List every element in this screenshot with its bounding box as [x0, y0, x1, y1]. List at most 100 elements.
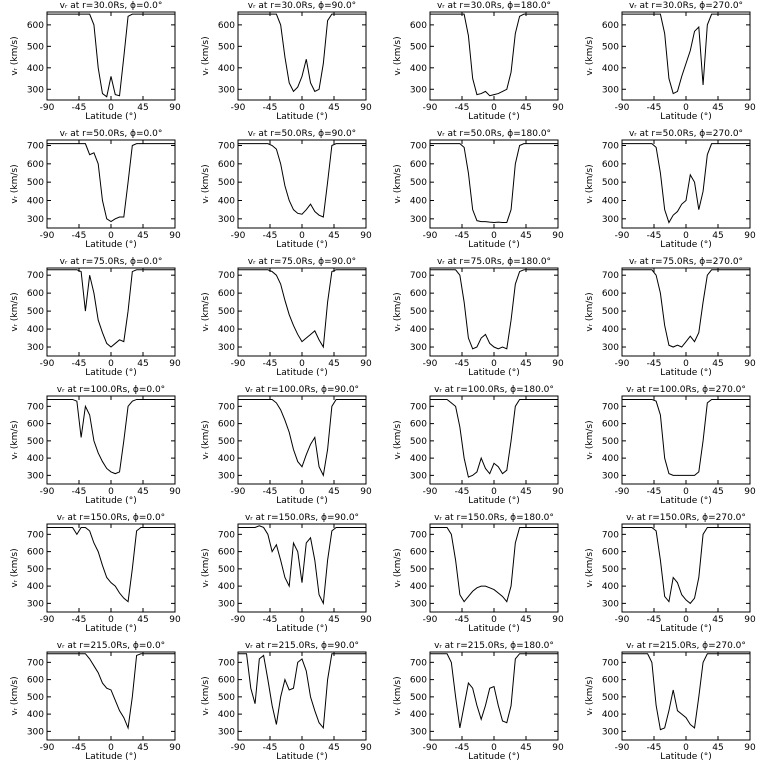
panel: vᵣ at r=100.0Rs, ϕ=180.0° -90 -45 0 45 90 300 4… [393, 385, 564, 506]
x-tick-label: 90 [744, 615, 756, 625]
x-tick-label: 45 [520, 359, 531, 369]
x-tick-label: 90 [552, 231, 564, 241]
x-tick-label: -90 [615, 231, 630, 241]
y-tick-label: 700 [410, 271, 427, 281]
panel: vᵣ at r=30.0Rs, ϕ=270.0° -90 -45 0 45 90 300 40… [585, 1, 756, 122]
x-tick-label: -90 [423, 231, 438, 241]
y-tick-label: 600 [218, 289, 235, 299]
y-axis-label: vᵣ (km/s) [10, 420, 20, 459]
x-tick-label: 45 [520, 743, 531, 753]
y-axis-label: vᵣ (km/s) [393, 36, 403, 75]
y-tick-label: 400 [602, 197, 619, 207]
y-axis-label: vᵣ (km/s) [393, 292, 403, 331]
y-tick-label: 600 [410, 21, 427, 31]
y-tick-label: 500 [218, 565, 235, 575]
chart-title: vᵣ at r=75.0Rs, ϕ=0.0° [60, 257, 163, 267]
x-tick-label: 45 [712, 359, 723, 369]
x-axis-label: Latitude (°) [85, 624, 136, 634]
x-tick-label: 0 [299, 743, 305, 753]
y-tick-label: 600 [27, 420, 44, 430]
chart-title: vᵣ at r=75.0Rs, ϕ=90.0° [248, 257, 356, 267]
line [47, 526, 175, 603]
x-axis-label: Latitude (°) [660, 112, 711, 122]
y-axis-label: vᵣ (km/s) [585, 420, 595, 459]
chart-title: vᵣ at r=150.0Rs, ϕ=270.0° [626, 513, 746, 523]
y-tick-label: 400 [27, 710, 44, 720]
x-tick-label: 45 [137, 743, 148, 753]
y-tick-label: 500 [602, 565, 619, 575]
plot-frame [46, 523, 176, 613]
x-axis-label: Latitude (°) [660, 624, 711, 634]
y-tick-label: 300 [218, 215, 235, 225]
y-axis-label: vᵣ (km/s) [585, 292, 595, 331]
x-tick-label: -45 [647, 103, 662, 113]
x-tick-label: 0 [683, 103, 689, 113]
x-axis-label: Latitude (°) [276, 752, 327, 762]
x-tick-label: 45 [712, 231, 723, 241]
y-tick-label: 300 [410, 85, 427, 95]
plot-frame [237, 395, 367, 485]
y-tick-label: 400 [27, 197, 44, 207]
y-tick-label: 600 [410, 676, 427, 686]
x-axis-label: Latitude (°) [85, 112, 136, 122]
y-tick-label: 300 [27, 727, 44, 737]
x-tick-label: -90 [231, 615, 246, 625]
y-tick-label: 500 [218, 437, 235, 447]
x-axis-label: Latitude (°) [85, 752, 136, 762]
y-tick-label: 500 [602, 178, 619, 188]
y-tick-label: 700 [27, 142, 44, 152]
x-tick-label: 90 [360, 743, 372, 753]
y-tick-label: 700 [410, 658, 427, 668]
y-tick-label: 600 [602, 676, 619, 686]
y-tick-label: 500 [27, 178, 44, 188]
y-tick-label: 700 [602, 142, 619, 152]
x-tick-label: 45 [328, 615, 339, 625]
y-tick-label: 300 [602, 471, 619, 481]
x-axis-label: Latitude (°) [660, 368, 711, 378]
y-tick-label: 400 [410, 582, 427, 592]
x-tick-label: 45 [328, 487, 339, 497]
x-tick-label: 90 [744, 487, 756, 497]
y-tick-label: 600 [218, 548, 235, 558]
x-axis-label: Latitude (°) [468, 368, 519, 378]
y-tick-label: 700 [27, 271, 44, 281]
y-tick-label: 500 [27, 693, 44, 703]
x-tick-label: 0 [683, 231, 689, 241]
x-axis-label: Latitude (°) [276, 624, 327, 634]
panel: vᵣ at r=215.0Rs, ϕ=90.0° -90 -45 0 45 90 300 40… [201, 641, 372, 762]
panel: vᵣ at r=75.0Rs, ϕ=270.0° -90 -45 0 45 90 300 40… [585, 257, 756, 378]
plot-frame [621, 523, 751, 613]
panel: vᵣ at r=50.0Rs, ϕ=90.0° -90 -45 0 45 90 300 400… [201, 129, 372, 250]
line [238, 525, 366, 606]
y-tick-label: 500 [218, 307, 235, 317]
y-tick-label: 500 [602, 307, 619, 317]
y-axis-label: vᵣ (km/s) [201, 676, 211, 715]
panel: vᵣ at r=50.0Rs, ϕ=180.0° -90 -45 0 45 90 300 40… [393, 129, 564, 250]
y-axis-label: vᵣ (km/s) [10, 36, 20, 75]
chart-title: vᵣ at r=215.0Rs, ϕ=180.0° [434, 641, 554, 651]
y-tick-label: 500 [27, 437, 44, 447]
x-tick-label: 0 [683, 743, 689, 753]
y-tick-label: 400 [410, 454, 427, 464]
chart-title: vᵣ at r=150.0Rs, ϕ=90.0° [245, 513, 359, 523]
x-tick-label: 0 [491, 359, 497, 369]
x-axis-label: Latitude (°) [468, 624, 519, 634]
x-tick-label: 0 [299, 487, 305, 497]
x-tick-label: 0 [683, 615, 689, 625]
y-tick-label: 600 [218, 676, 235, 686]
x-tick-label: -90 [423, 103, 438, 113]
panel: vᵣ at r=150.0Rs, ϕ=90.0° -90 -45 0 45 90 300 40… [201, 513, 372, 634]
x-tick-label: 90 [169, 231, 181, 241]
x-tick-label: 0 [299, 103, 305, 113]
y-tick-label: 400 [218, 582, 235, 592]
plot-frame [46, 651, 176, 741]
y-tick-label: 500 [218, 42, 235, 52]
panel: vᵣ at r=50.0Rs, ϕ=270.0° -90 -45 0 45 90 300 40… [585, 129, 756, 250]
x-tick-label: 0 [108, 743, 114, 753]
y-tick-label: 500 [27, 565, 44, 575]
y-axis-label: vᵣ (km/s) [201, 164, 211, 203]
chart-title: vᵣ at r=30.0Rs, ϕ=180.0° [437, 1, 551, 11]
y-tick-label: 400 [218, 454, 235, 464]
x-axis-label: Latitude (°) [468, 752, 519, 762]
plot-frame [237, 523, 367, 613]
